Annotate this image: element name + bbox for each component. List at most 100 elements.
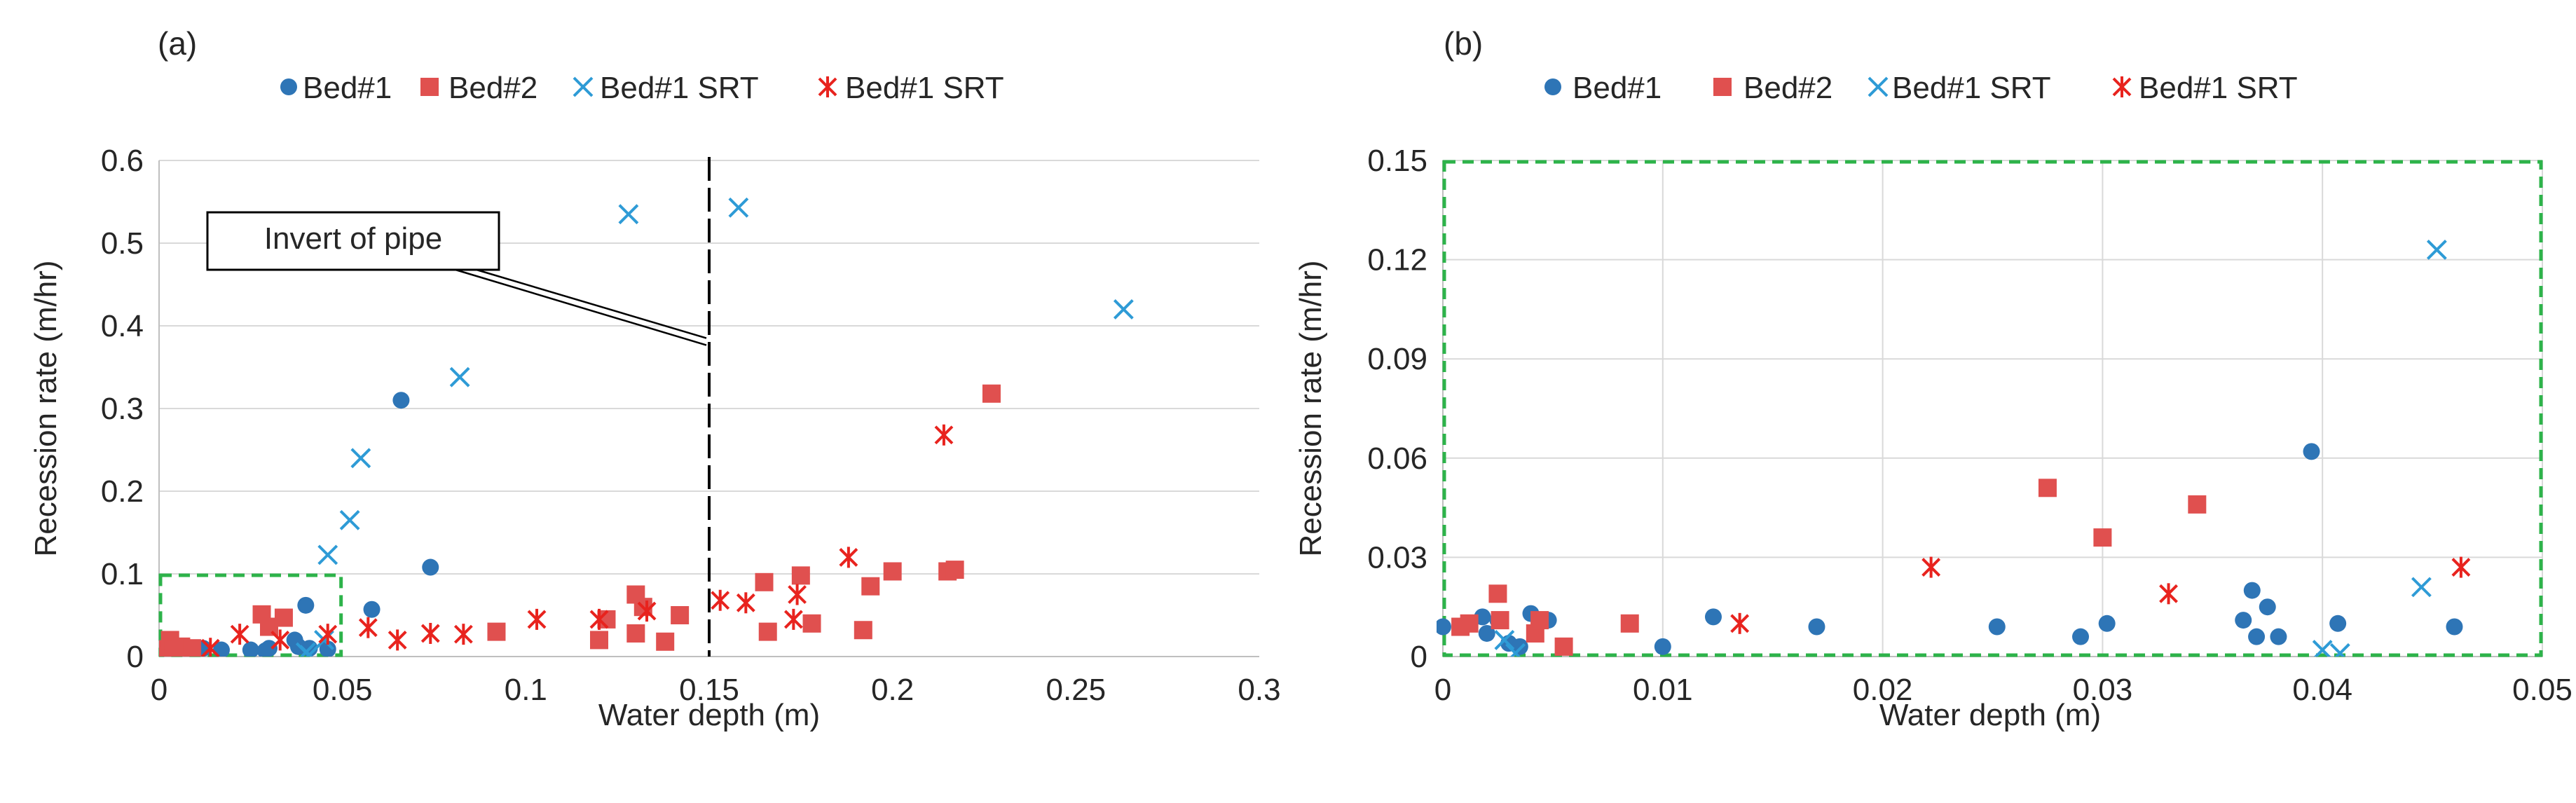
- panel-b-legend: Bed#1 Bed#2 Bed#1 SRT Bed#1 SRT: [1544, 71, 2298, 105]
- chart-panel-b: (b) Bed#1 Bed#2 Bed#1 SRT Bed#1 SRT 0 0.0…: [1294, 25, 2572, 732]
- data-point: [618, 204, 639, 225]
- panel-a-legend: Bed#1 Bed#2 Bed#1 SRT Bed#1 SRT: [280, 71, 1004, 105]
- data-point: [2093, 528, 2112, 547]
- panel-b-x-tick-label: 0.05: [2512, 673, 2572, 707]
- panel-a-x-tick-label: 0.15: [679, 673, 739, 707]
- data-point: [2426, 240, 2447, 260]
- panel-a-y-axis-title: Recession rate (m/hr): [29, 260, 63, 556]
- legend-a-bed1-label: Bed#1: [303, 71, 392, 105]
- data-point: [982, 384, 1001, 403]
- panel-a-y-tick-label: 0.3: [101, 392, 144, 426]
- legend-a-srt-star-label: Bed#1 SRT: [845, 71, 1004, 105]
- panel-b-x-tick-labels: 0 0.01 0.02 0.03 0.04 0.05: [1434, 673, 2572, 707]
- data-point: [1437, 618, 1451, 636]
- data-point: [1530, 611, 1549, 630]
- panel-a-label: (a): [158, 25, 197, 62]
- data-point: [314, 629, 334, 650]
- data-point: [1921, 556, 1941, 578]
- data-point: [319, 640, 336, 657]
- data-point: [1730, 612, 1750, 634]
- data-point: [318, 624, 338, 645]
- panel-a-y-tick-label: 0: [127, 640, 144, 674]
- legend-a-srt-x-label: Bed#1 SRT: [600, 71, 759, 105]
- panel-b-y-tick-labels: 0 0.03 0.06 0.09 0.12 0.15: [1367, 144, 1427, 674]
- data-point: [420, 622, 440, 644]
- data-point: [261, 640, 278, 657]
- data-point: [1491, 611, 1509, 630]
- data-point: [839, 547, 858, 568]
- panel-b-highlight-rect: [1442, 160, 2543, 657]
- data-point: [1704, 608, 1722, 626]
- data-point: [1988, 618, 2006, 636]
- panel-b-y-axis-title: Recession rate (m/hr): [1294, 260, 1328, 556]
- panel-b-series-2: [1494, 240, 2447, 657]
- invert-callout-text: Invert of pipe: [264, 221, 442, 256]
- chart-panel-a: (a) Bed#1 Bed#2 Bed#1 SRT Bed#1 SRT 0 0.1…: [29, 25, 1281, 732]
- panel-b-y-tick-label: 0.03: [1367, 540, 1427, 575]
- data-point: [363, 600, 381, 618]
- panel-b-gridlines: [1443, 160, 2543, 657]
- panel-b-series-3: [1730, 556, 2471, 634]
- panel-b-x-tick-label: 0.02: [1853, 673, 1913, 707]
- data-point: [589, 608, 609, 630]
- data-point: [2072, 628, 2090, 645]
- invert-callout-box: [206, 211, 500, 271]
- legend-b-srt-star-label: Bed#1 SRT: [2139, 71, 2298, 105]
- legend-b-bed1-marker: [1544, 78, 1561, 95]
- data-point: [711, 589, 730, 611]
- data-point: [270, 629, 290, 651]
- legend-a-srt-x-marker: [573, 76, 594, 97]
- panel-a-x-tick-label: 0.3: [1238, 673, 1280, 707]
- data-point: [487, 622, 506, 641]
- data-point: [1460, 614, 1479, 633]
- data-point: [945, 561, 964, 579]
- data-point: [2312, 640, 2333, 657]
- panel-b-y-tick-label: 0.06: [1367, 441, 1427, 476]
- data-point: [728, 197, 749, 218]
- callout-leader-1: [455, 268, 707, 346]
- data-point: [656, 632, 675, 651]
- panel-a-x-tick-label: 0.2: [871, 673, 914, 707]
- panel-b-x-tick-label: 0: [1434, 673, 1451, 707]
- data-point: [2303, 443, 2320, 460]
- data-point: [626, 624, 645, 643]
- panel-a-series-2: [295, 197, 1134, 657]
- data-point: [861, 577, 880, 596]
- data-point: [274, 608, 293, 627]
- data-point: [388, 629, 407, 651]
- data-point: [317, 544, 338, 565]
- data-point: [2329, 615, 2347, 632]
- panel-b-series-1: [1451, 479, 2207, 656]
- data-point: [449, 366, 470, 387]
- panel-a-y-tick-label: 0.4: [101, 309, 144, 343]
- data-point: [2098, 615, 2116, 632]
- legend-b-srt-x-marker: [1868, 76, 1889, 97]
- data-point: [791, 566, 810, 585]
- panel-a-x-tick-label: 0.25: [1046, 673, 1107, 707]
- data-point: [230, 624, 249, 645]
- data-point: [2411, 577, 2432, 598]
- panel-a-y-tick-labels: 0 0.1 0.2 0.3 0.4 0.5 0.6: [101, 144, 144, 674]
- data-point: [1505, 643, 1526, 657]
- data-point: [2259, 598, 2276, 616]
- data-point: [2451, 556, 2471, 578]
- data-point: [392, 392, 410, 409]
- legend-a-srt-star-marker: [818, 76, 837, 97]
- data-point: [339, 509, 360, 530]
- panel-a-y-tick-label: 0.2: [101, 474, 144, 509]
- invert-callout-leader: [455, 268, 707, 346]
- panel-b-series-0: [1437, 443, 2463, 655]
- data-point: [1494, 629, 1515, 650]
- data-point: [736, 592, 755, 614]
- panel-b-x-tick-label: 0.04: [2292, 673, 2352, 707]
- panel-b-y-tick-label: 0.15: [1367, 144, 1427, 178]
- data-point: [637, 600, 657, 622]
- data-point: [183, 639, 202, 657]
- legend-a-bed1-marker: [280, 78, 297, 95]
- data-point: [2248, 628, 2266, 645]
- panel-a-x-tick-labels: 0 0.05 0.1 0.15 0.2 0.25 0.3: [151, 673, 1281, 707]
- panel-a-annotation: Invert of pipe: [206, 211, 707, 346]
- panel-a-x-axis-title: Water depth (m): [598, 698, 820, 732]
- legend-b-bed1-label: Bed#1: [1573, 71, 1662, 105]
- legend-b-srt-x-label: Bed#1 SRT: [1892, 71, 2051, 105]
